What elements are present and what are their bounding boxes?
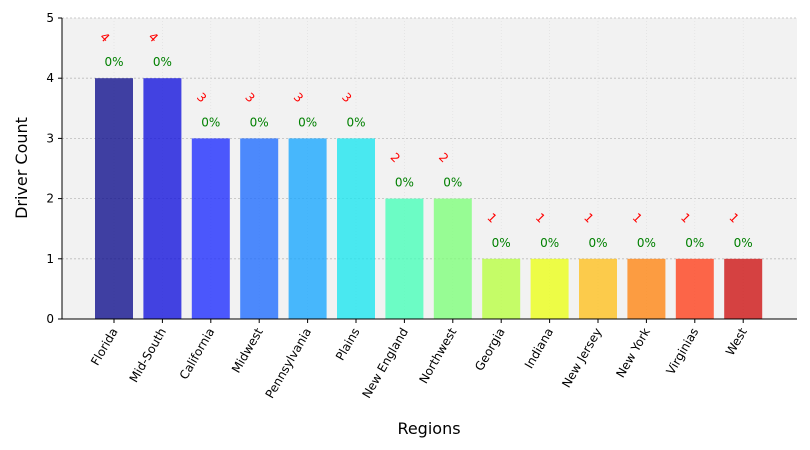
- percent-label: 0%: [346, 115, 365, 129]
- percent-label: 0%: [104, 55, 123, 69]
- percent-label: 0%: [685, 236, 704, 250]
- axes: [61, 18, 797, 320]
- bar: [530, 258, 569, 319]
- percent-label: 0%: [153, 55, 172, 69]
- percent-label: 0%: [492, 236, 511, 250]
- y-tick-label: 3: [46, 131, 54, 145]
- x-tick-label: Northwest: [416, 325, 459, 386]
- percent-label: 0%: [540, 236, 559, 250]
- y-tick-label: 1: [46, 252, 54, 266]
- x-tick-label: New York: [613, 325, 653, 380]
- percent-label: 0%: [734, 236, 753, 250]
- bar: [433, 198, 472, 319]
- percent-label: 0%: [443, 176, 462, 190]
- bar: [143, 78, 182, 319]
- percent-label: 0%: [588, 236, 607, 250]
- y-tick-label: 4: [46, 71, 54, 85]
- x-tick-label: Florida: [88, 326, 121, 368]
- y-tick-label: 0: [46, 312, 54, 326]
- x-tick-label: Plains: [333, 326, 363, 363]
- bar: [675, 258, 714, 319]
- x-tick-label: California: [177, 326, 218, 382]
- x-tick-label: New Jersey: [559, 326, 604, 391]
- percent-label: 0%: [298, 115, 317, 129]
- bar: [288, 138, 327, 319]
- x-axis-title: Regions: [397, 419, 460, 438]
- percent-label: 0%: [250, 115, 269, 129]
- bar: [724, 258, 763, 319]
- x-tick-label: New England: [360, 326, 411, 401]
- y-axis-title: Driver Count: [12, 117, 31, 219]
- bar: [191, 138, 230, 319]
- bar: [385, 198, 424, 319]
- x-tick-label: West: [723, 325, 750, 358]
- x-ticks: Florida Mid-South California MidwestPennsyl…: [88, 319, 750, 401]
- x-tick-label: Indiana: [522, 326, 556, 371]
- bar: [240, 138, 279, 319]
- bars: [95, 78, 763, 319]
- y-tick-label: 2: [46, 192, 54, 206]
- y-ticks: 0 1 2 3 4 5: [46, 11, 62, 326]
- bar: [579, 258, 617, 319]
- percent-label: 0%: [395, 176, 414, 190]
- x-tick-label: Georgia: [472, 326, 508, 374]
- bar: [95, 78, 133, 319]
- plot-area: [62, 18, 797, 319]
- bar: [482, 258, 521, 319]
- x-tick-label: Mid-South: [127, 326, 169, 385]
- bar: [337, 138, 375, 319]
- percent-label: 0%: [637, 236, 656, 250]
- bar: [627, 258, 666, 319]
- x-tick-label: Pennsylvania: [263, 326, 315, 401]
- y-tick-label: 5: [46, 11, 54, 25]
- percent-label: 0%: [201, 115, 220, 129]
- x-tick-label: Midwest: [229, 325, 266, 375]
- x-tick-label: Virginias: [664, 326, 702, 378]
